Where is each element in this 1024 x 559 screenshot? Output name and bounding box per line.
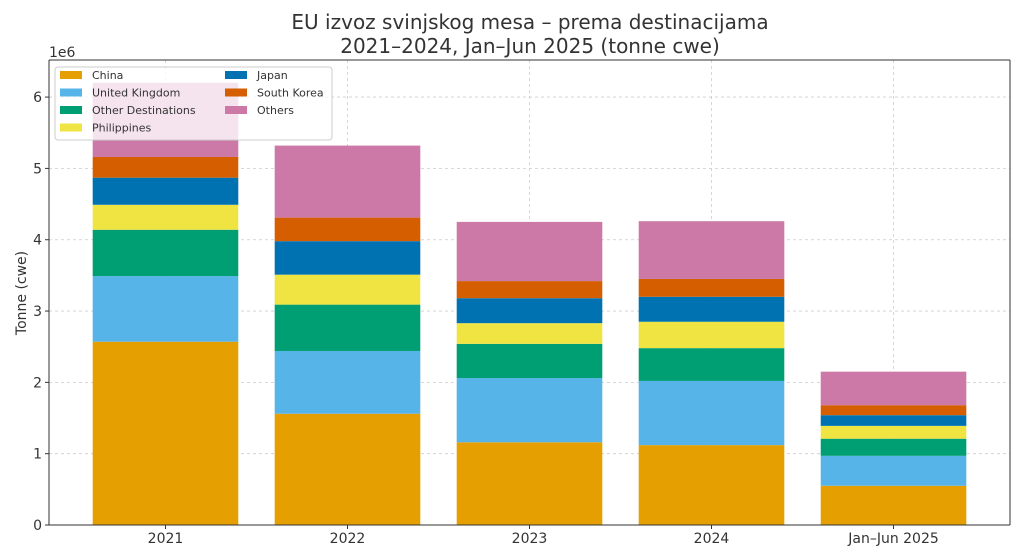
bar-china bbox=[820, 485, 967, 525]
legend-swatch bbox=[225, 71, 247, 79]
bar-south-korea bbox=[820, 405, 967, 416]
bar-others bbox=[274, 145, 421, 218]
legend: China United Kingdom Other Destinations Phi… bbox=[54, 66, 333, 141]
bar-united-kingdom bbox=[456, 378, 603, 443]
legend-label: Japan bbox=[256, 69, 288, 82]
legend-label: Philippines bbox=[92, 122, 152, 135]
bar-other-destinations bbox=[274, 304, 421, 351]
bar-china bbox=[456, 442, 603, 525]
x-tick-label: Jan–Jun 2025 bbox=[847, 531, 939, 547]
bar-japan bbox=[456, 298, 603, 324]
legend-label: United Kingdom bbox=[92, 87, 180, 100]
bar-south-korea bbox=[92, 156, 239, 178]
legend-swatch bbox=[60, 88, 82, 97]
bar-china bbox=[274, 413, 421, 525]
y-tick-label: 6 bbox=[33, 90, 42, 106]
y-axis-label: Tonne (cwe) bbox=[14, 251, 30, 336]
y-scale-label: 1e6 bbox=[49, 45, 76, 61]
bar-others bbox=[820, 371, 967, 406]
legend-label: Others bbox=[257, 104, 294, 117]
legend-swatch bbox=[225, 106, 247, 114]
bar-philippines bbox=[638, 321, 785, 349]
bar-philippines bbox=[820, 425, 967, 439]
legend-label: Other Destinations bbox=[92, 104, 196, 117]
bar-united-kingdom bbox=[820, 455, 967, 486]
chart-subtitle: 2021–2024, Jan–Jun 2025 (tonne cwe) bbox=[340, 34, 720, 58]
chart-title: EU izvoz svinjskog mesa – prema destinac… bbox=[291, 10, 768, 34]
bar-japan bbox=[638, 296, 785, 322]
bar-japan bbox=[92, 177, 239, 205]
bar-china bbox=[92, 341, 239, 525]
y-tick-label: 1 bbox=[33, 447, 42, 463]
y-tick-label: 3 bbox=[33, 304, 42, 320]
bar-united-kingdom bbox=[274, 350, 421, 414]
bar-japan bbox=[820, 415, 967, 426]
bar-other-destinations bbox=[92, 229, 239, 277]
bar-others bbox=[638, 221, 785, 279]
x-tick-label: 2022 bbox=[330, 531, 366, 547]
legend-label: South Korea bbox=[257, 87, 324, 100]
y-tick-label: 0 bbox=[33, 518, 42, 534]
bar-south-korea bbox=[456, 281, 603, 299]
bar-other-destinations bbox=[456, 343, 603, 379]
y-tick-label: 5 bbox=[33, 161, 42, 177]
x-tick-label: 2021 bbox=[148, 531, 184, 547]
bar-others bbox=[456, 221, 603, 282]
legend-swatch bbox=[225, 88, 247, 97]
bar-united-kingdom bbox=[638, 380, 785, 446]
bar-philippines bbox=[456, 323, 603, 344]
bar-other-destinations bbox=[820, 438, 967, 456]
bar-south-korea bbox=[274, 217, 421, 242]
bar-united-kingdom bbox=[92, 276, 239, 342]
bar-japan bbox=[274, 241, 421, 275]
y-tick-label: 2 bbox=[33, 375, 42, 391]
bar-philippines bbox=[274, 274, 421, 305]
legend-swatch bbox=[60, 123, 82, 132]
legend-swatch bbox=[60, 106, 82, 114]
bar-philippines bbox=[92, 204, 239, 230]
legend-box bbox=[54, 66, 333, 141]
x-tick-label: 2024 bbox=[694, 531, 730, 547]
legend-swatch bbox=[60, 71, 82, 79]
y-tick-label: 4 bbox=[33, 233, 42, 249]
x-tick-label: 2023 bbox=[512, 531, 548, 547]
bar-other-destinations bbox=[638, 348, 785, 381]
legend-label: China bbox=[92, 69, 123, 82]
bar-china bbox=[638, 445, 785, 525]
bar-south-korea bbox=[638, 278, 785, 297]
